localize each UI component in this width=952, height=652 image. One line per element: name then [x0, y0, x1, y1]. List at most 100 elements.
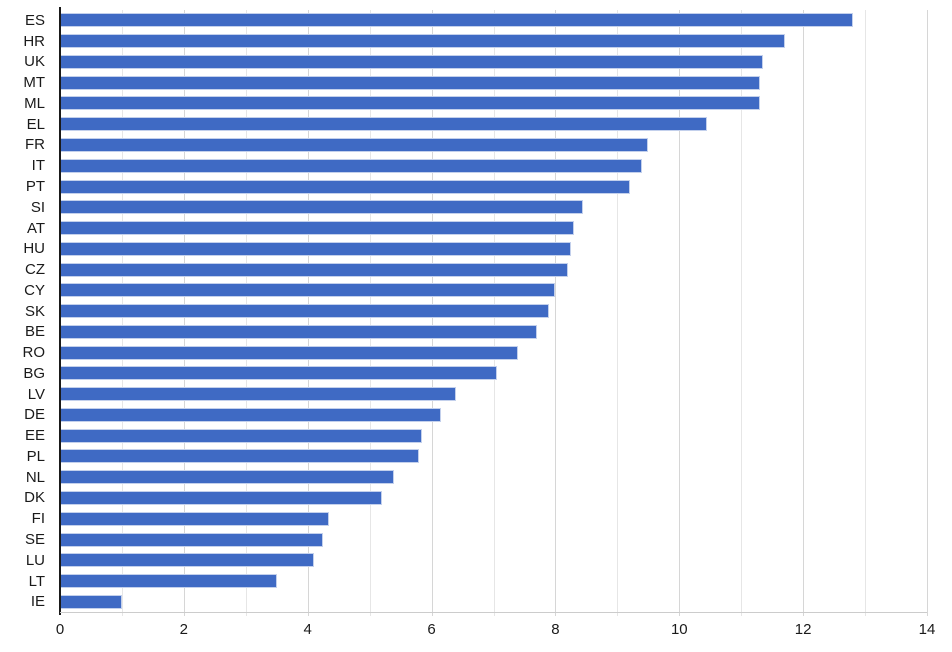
bar-row — [60, 571, 927, 592]
y-axis-line — [59, 7, 61, 615]
bar — [60, 532, 324, 547]
bar — [60, 594, 122, 609]
bar — [60, 117, 708, 132]
bar — [60, 13, 853, 28]
category-label: LU — [25, 551, 45, 569]
category-label: RO — [22, 344, 46, 362]
category-label: HR — [23, 32, 45, 50]
category-label: EL — [26, 115, 45, 133]
bar — [60, 345, 519, 360]
x-tick-label: 10 — [670, 621, 688, 638]
bar — [60, 387, 457, 402]
x-axis-tick-labels: 0 2 4 6 8 10 12 14 — [56, 620, 936, 644]
bar — [60, 221, 574, 236]
x-tick-label: 6 — [427, 621, 436, 638]
category-label: FR — [25, 136, 45, 154]
bar-row — [60, 363, 927, 384]
category-label: UK — [24, 53, 45, 71]
x-tick-label: 4 — [303, 621, 312, 638]
x-tick-label: 0 — [55, 621, 65, 638]
category-label: HU — [23, 240, 45, 258]
category-label: LV — [27, 385, 45, 403]
bar — [60, 490, 383, 505]
category-label: IT — [31, 157, 45, 175]
bar-rows — [60, 10, 927, 612]
bar — [60, 200, 584, 215]
bar — [60, 449, 420, 464]
bar-row — [60, 550, 927, 571]
category-label: CZ — [25, 261, 45, 279]
x-tick-label: 12 — [794, 621, 812, 638]
category-label: SK — [24, 302, 45, 320]
bar — [60, 54, 763, 69]
category-label: PT — [25, 178, 45, 195]
bar-row — [60, 425, 927, 446]
bar — [60, 34, 785, 49]
bar — [60, 574, 277, 589]
category-label: DE — [24, 406, 45, 424]
bar-row — [60, 52, 927, 73]
bar-row — [60, 529, 927, 550]
category-label: SI — [30, 198, 45, 216]
bar-row — [60, 176, 927, 197]
bar — [60, 75, 760, 90]
category-label: IE — [30, 593, 45, 611]
bar-row — [60, 218, 927, 239]
bar-row — [60, 405, 927, 426]
category-label: NL — [25, 468, 45, 486]
bar-row — [60, 446, 927, 467]
category-label: ES — [24, 11, 45, 29]
bar-row — [60, 10, 927, 31]
category-label: ML — [24, 94, 45, 112]
bar-row — [60, 31, 927, 52]
x-tick-label: 8 — [551, 621, 560, 638]
bar — [60, 96, 760, 111]
x-tick-label: 14 — [918, 621, 936, 638]
category-label: FI — [31, 510, 45, 528]
category-label: LT — [28, 572, 45, 590]
bar — [60, 428, 423, 443]
bar — [60, 470, 395, 485]
bar-row — [60, 467, 927, 488]
bar-row — [60, 135, 927, 156]
bar-row — [60, 508, 927, 529]
bar-row — [60, 259, 927, 280]
bar-row — [60, 321, 927, 342]
category-label: MT — [23, 74, 45, 92]
bar-row — [60, 72, 927, 93]
bar-row — [60, 114, 927, 135]
bar — [60, 262, 568, 277]
bar-row — [60, 155, 927, 176]
category-label: SE — [24, 531, 45, 549]
bar-row — [60, 342, 927, 363]
bar — [60, 324, 537, 339]
y-axis-labels: ES HR UK MT ML EL FR IT PT SI AT HU CZ CY SK BE RO BG LV DE… — [0, 10, 52, 612]
category-label: DK — [24, 489, 45, 507]
category-label: CY — [24, 281, 45, 299]
category-label: BG — [23, 364, 45, 382]
plot-area — [59, 7, 928, 616]
bar — [60, 179, 630, 194]
bar — [60, 511, 330, 526]
bar — [60, 137, 649, 152]
bar — [60, 158, 643, 173]
bar-row — [60, 93, 927, 114]
bar-row — [60, 301, 927, 322]
category-label: AT — [26, 219, 45, 237]
category-label: BE — [24, 323, 45, 341]
x-tick-label: 2 — [179, 621, 189, 638]
major-gridline — [927, 10, 928, 616]
bar-row — [60, 384, 927, 405]
bar — [60, 553, 314, 568]
bar-row — [60, 197, 927, 218]
bar-row — [60, 238, 927, 259]
bar — [60, 366, 497, 381]
bar — [60, 407, 441, 422]
category-label: PL — [26, 447, 45, 465]
bar-row — [60, 488, 927, 509]
bar — [60, 304, 550, 319]
x-axis-baseline — [60, 612, 927, 613]
bar-row — [60, 280, 927, 301]
category-label: EE — [24, 427, 45, 445]
